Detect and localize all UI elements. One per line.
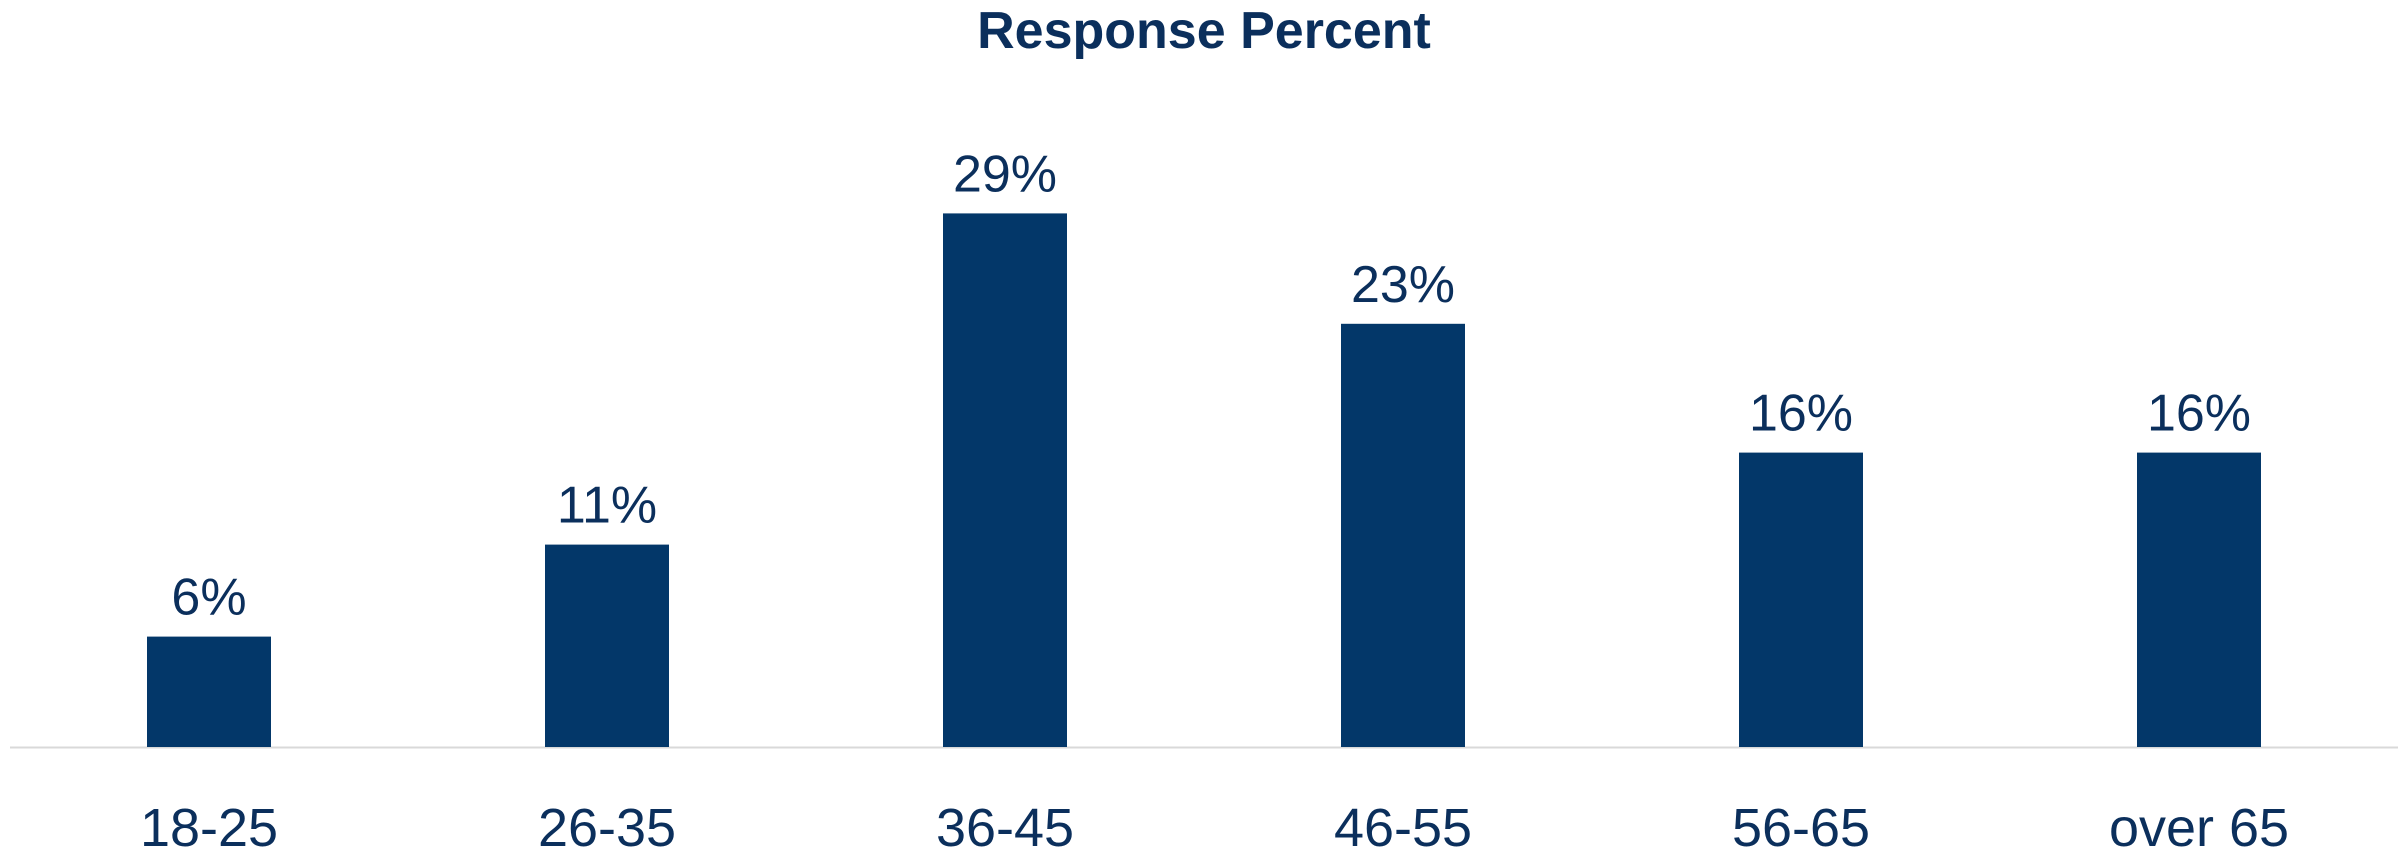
data-label: 16% (2147, 385, 2251, 443)
chart-title: Response Percent (977, 2, 1431, 60)
data-label: 6% (171, 569, 246, 627)
data-label: 23% (1351, 256, 1455, 314)
bar (1739, 452, 1863, 747)
bar (1341, 323, 1465, 747)
bar (147, 636, 271, 747)
x-tick-label: 18-25 (140, 798, 278, 853)
bar (2137, 452, 2261, 747)
data-label: 16% (1749, 385, 1853, 443)
bars-layer (147, 213, 2261, 747)
x-tick-label: over 65 (2109, 798, 2289, 853)
x-tick-labels-layer: 18-25 26-35 36-45 46-55 56-65 over 65 (140, 798, 2289, 853)
x-tick-label: 46-55 (1334, 798, 1472, 853)
bar (545, 544, 669, 747)
data-label: 11% (557, 477, 657, 535)
data-label: 29% (953, 145, 1057, 203)
x-tick-label: 26-35 (538, 798, 676, 853)
x-tick-label: 56-65 (1732, 798, 1870, 853)
data-labels-layer: 6% 11% 29% 23% 16% 16% (171, 145, 2251, 626)
bar (943, 213, 1067, 747)
x-tick-label: 36-45 (936, 798, 1074, 853)
